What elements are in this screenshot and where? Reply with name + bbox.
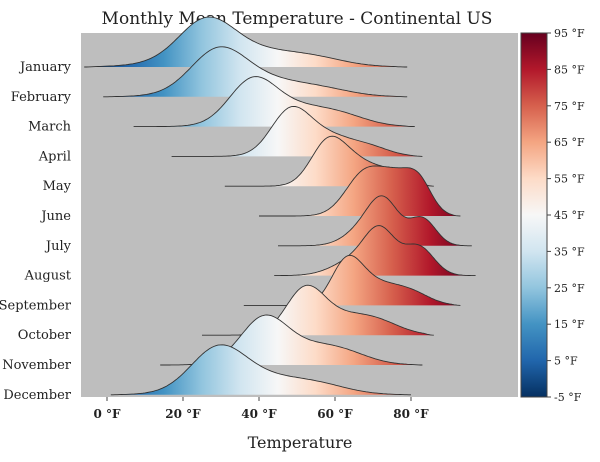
colorbar-tick-label: 25 °F [554, 282, 585, 295]
x-tick-label: 80 °F [393, 407, 429, 421]
colorbar-tick-label: 15 °F [554, 318, 585, 331]
colorbar-tick-label: 65 °F [554, 136, 585, 149]
month-label: November [2, 358, 72, 373]
month-label: April [38, 149, 71, 164]
ridge-area-march [133, 76, 415, 127]
x-axis: 0 °F 20 °F 40 °F 60 °F 80 °F [93, 397, 429, 421]
x-tick-label: 20 °F [165, 407, 201, 421]
ridge-area-december [110, 344, 412, 395]
colorbar-tick-label: 85 °F [554, 63, 585, 76]
month-label: May [43, 179, 72, 194]
ridge-line-october [202, 284, 434, 336]
x-axis-title: Temperature [248, 433, 353, 452]
ridge-area-june [259, 166, 461, 216]
colorbar-tick-label: 95 °F [554, 27, 585, 40]
month-label: September [0, 298, 72, 313]
colorbar-tick-label: -5 °F [554, 391, 582, 404]
colorbar-tick-label: 5 °F [554, 355, 578, 368]
colorbar-ticks: 95 °F 85 °F 75 °F 65 °F 55 °F 45 °F 35 °F 25 °F… [547, 27, 585, 404]
x-tick-label: 40 °F [241, 407, 277, 421]
month-label: June [39, 209, 71, 224]
ridge-line-july [278, 195, 472, 247]
x-tick-label: 60 °F [317, 407, 353, 421]
month-label: March [28, 120, 72, 135]
x-tick-label: 0 °F [93, 407, 121, 421]
ridge-line-august [274, 225, 476, 277]
ridge-area-april [171, 106, 423, 157]
month-label: July [44, 239, 72, 254]
ridge-area-october [202, 285, 434, 336]
month-label: December [3, 388, 71, 403]
chart-title: Monthly Mean Temperature - Continental U… [102, 9, 493, 29]
ridge-line-december [110, 344, 411, 396]
ridge-area-september [243, 255, 461, 306]
month-label: January [18, 60, 72, 75]
ridges [84, 16, 476, 396]
ridge-line-march [133, 76, 415, 128]
month-label: October [18, 328, 72, 343]
ridge-line-september [243, 254, 461, 306]
colorbar-tick-label: 75 °F [554, 100, 585, 113]
colorbar [520, 32, 548, 398]
colorbar-tick-label: 55 °F [554, 173, 585, 186]
ridge-line-april [171, 105, 423, 157]
ridge-line-june [259, 165, 461, 217]
ridge-area-august [274, 225, 476, 276]
month-label: August [24, 269, 72, 284]
ridge-area-february [103, 46, 408, 97]
month-labels: January February March April May June July Augu… [0, 60, 72, 403]
colorbar-tick-label: 45 °F [554, 209, 585, 222]
month-label: February [11, 90, 72, 105]
ridge-line-february [103, 46, 408, 98]
ridge-area-january [84, 17, 408, 67]
ridge-area-july [278, 195, 472, 246]
colorbar-tick-label: 35 °F [554, 245, 585, 258]
ridge-line-january [84, 16, 408, 68]
